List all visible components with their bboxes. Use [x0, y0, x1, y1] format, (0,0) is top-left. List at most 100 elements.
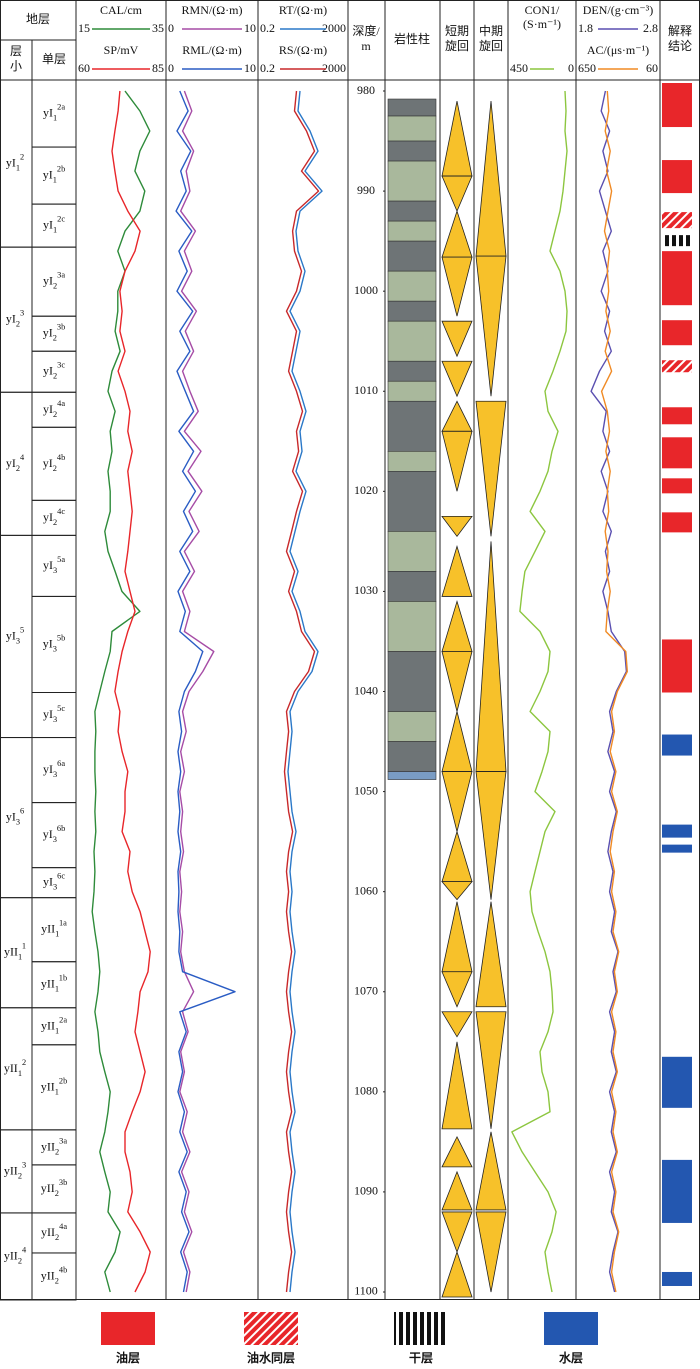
- header-label: 深度/: [352, 23, 380, 38]
- layer-name: yI: [43, 217, 53, 231]
- layer-sup: 4b: [59, 1265, 67, 1274]
- scale-min: 0: [168, 21, 174, 35]
- scale-max: 2000: [322, 61, 346, 75]
- layer-sup: 3: [20, 309, 24, 318]
- layer-sub: 2: [55, 1276, 59, 1285]
- layer-name: yI: [6, 155, 16, 169]
- depth-label: 990: [357, 183, 375, 197]
- curve-label: AC/(μs·m⁻¹): [587, 43, 649, 57]
- layer-label: yII23a: [41, 1136, 67, 1156]
- header-label: 地层: [26, 12, 50, 26]
- layer-sub: 1: [55, 985, 59, 994]
- header-label: 中期: [479, 23, 503, 38]
- layer-sub: 1: [16, 163, 20, 172]
- layer-sup: 6: [20, 807, 24, 816]
- lithology-bed: [387, 380, 437, 402]
- layer-sup: 6c: [57, 872, 65, 881]
- layer-label: yII12b: [41, 1076, 68, 1096]
- conclusion-bed: [662, 824, 692, 838]
- layer-name: yI: [43, 325, 53, 339]
- layer-sup: 4a: [59, 1222, 67, 1231]
- depth-label: 1080: [354, 1084, 378, 1098]
- cycle-triangle: [441, 830, 473, 883]
- log-curve: [179, 90, 215, 1293]
- lithology-bed: [387, 300, 437, 322]
- layer-sub: 2: [55, 1147, 59, 1156]
- header-label: 旋回: [445, 39, 469, 53]
- cycle-triangle: [441, 901, 473, 973]
- layer-sup: 2c: [57, 215, 65, 224]
- layer-sub: 3: [16, 818, 20, 827]
- layer-sup: 2b: [59, 1076, 67, 1085]
- scale-min: 650: [578, 61, 596, 75]
- cycle-triangle: [475, 255, 507, 397]
- scale-min: 0.2: [260, 21, 275, 35]
- layer-sub: 2: [53, 410, 57, 419]
- legend-swatch: [101, 1312, 155, 1345]
- depth-label: 1050: [354, 783, 378, 797]
- layer-label: yI35: [6, 625, 24, 645]
- conclusion-bed: [662, 160, 692, 194]
- layer-name: yI: [6, 311, 16, 325]
- cycle-triangle: [441, 1211, 473, 1254]
- scale-min: 15: [78, 21, 90, 35]
- layer-sub: 3: [53, 715, 57, 724]
- legend-label: 水层: [559, 1350, 583, 1365]
- layer-name: yI: [43, 167, 53, 181]
- lithology-bed: [387, 115, 437, 142]
- scale-min: 0: [168, 61, 174, 75]
- depth-label: 1020: [354, 483, 378, 497]
- layer-label: yII23b: [41, 1178, 68, 1198]
- layer-label: yI24b: [43, 453, 66, 473]
- layer-label: yI12: [6, 152, 24, 172]
- layer-name: yII: [4, 944, 18, 958]
- depth-label: 1090: [354, 1184, 378, 1198]
- layer-label: yII11a: [41, 919, 67, 939]
- cycle-triangle: [441, 1011, 473, 1038]
- layer-label: yI12a: [43, 102, 65, 122]
- curve-label: DEN/(g·cm⁻³): [583, 3, 654, 17]
- lithology-bed: [387, 240, 437, 272]
- layer-label: yI36a: [43, 759, 65, 779]
- layer-label: yI23: [6, 309, 24, 329]
- cycle-triangle: [441, 1170, 473, 1211]
- layer-name: yI: [43, 363, 53, 377]
- layer-sup: 5b: [57, 633, 65, 642]
- depth-label: 1070: [354, 983, 378, 997]
- layer-sup: 4a: [57, 399, 65, 408]
- layer-sup: 1a: [59, 919, 67, 928]
- lithology-bed: [387, 200, 437, 222]
- header-label: 短期: [445, 24, 469, 38]
- cycle-triangle: [441, 209, 473, 258]
- header-label: 层: [10, 44, 22, 58]
- scale-max: 0: [568, 61, 574, 75]
- log-curve: [287, 90, 323, 1293]
- cycle-triangle: [475, 1211, 507, 1293]
- conclusion-bed: [662, 407, 692, 425]
- depth-label: 1030: [354, 583, 378, 597]
- scale-max: 2000: [322, 21, 346, 35]
- layer-sup: 5a: [57, 555, 65, 564]
- depth-label: 1000: [354, 283, 378, 297]
- layer-sub: 3: [53, 566, 57, 575]
- layer-name: yII: [41, 1268, 55, 1282]
- conclusion-bed: [662, 83, 692, 128]
- layer-label: yI35b: [43, 633, 66, 653]
- cycle-triangle: [441, 256, 473, 317]
- lithology-bed: [387, 741, 437, 772]
- log-curve: [511, 90, 568, 1293]
- layer-name: yI: [43, 456, 53, 470]
- conclusion-bed: [662, 1271, 692, 1286]
- layer-name: yI: [6, 456, 16, 470]
- layer-label: yII12a: [41, 1015, 67, 1035]
- layer-name: yII: [41, 1225, 55, 1239]
- cycle-triangle: [475, 400, 507, 537]
- layer-name: yII: [41, 976, 55, 990]
- conclusion-bed: [662, 734, 692, 756]
- layer-label: yI35a: [43, 555, 65, 575]
- legend-swatch: [244, 1312, 298, 1345]
- layer-sub: 3: [53, 770, 57, 779]
- layer-sup: 4c: [57, 507, 65, 516]
- lithology-bed: [387, 320, 437, 362]
- cycle-triangle: [441, 1041, 473, 1130]
